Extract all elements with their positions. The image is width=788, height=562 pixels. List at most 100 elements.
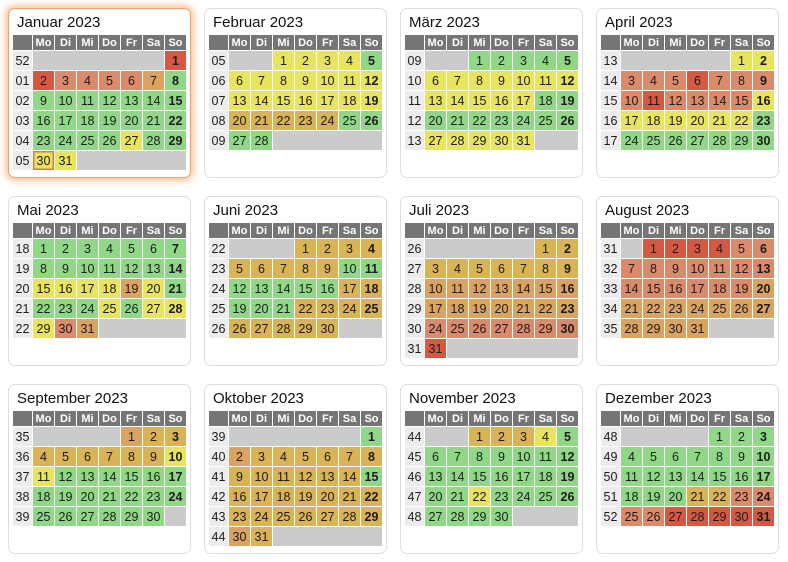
day-cell[interactable]: 10 (165, 447, 186, 466)
day-cell[interactable]: 8 (469, 447, 490, 466)
day-cell[interactable]: 7 (165, 239, 186, 258)
day-cell[interactable]: 29 (295, 319, 316, 338)
day-cell[interactable]: 19 (665, 111, 686, 130)
day-cell[interactable]: 26 (557, 111, 578, 130)
day-cell[interactable]: 15 (535, 279, 556, 298)
day-cell[interactable]: 7 (143, 71, 164, 90)
day-cell[interactable]: 12 (361, 71, 382, 90)
day-cell[interactable]: 6 (425, 447, 446, 466)
day-cell[interactable]: 6 (77, 447, 98, 466)
day-cell[interactable]: 19 (557, 467, 578, 486)
day-cell[interactable]: 21 (621, 299, 642, 318)
day-cell[interactable]: 25 (77, 131, 98, 150)
day-cell[interactable]: 22 (33, 299, 54, 318)
day-cell[interactable]: 27 (425, 131, 446, 150)
day-cell[interactable]: 23 (295, 111, 316, 130)
day-cell[interactable]: 14 (273, 279, 294, 298)
day-cell[interactable]: 3 (77, 239, 98, 258)
day-cell[interactable]: 20 (143, 279, 164, 298)
day-cell[interactable]: 6 (753, 239, 774, 258)
day-cell[interactable]: 8 (361, 447, 382, 466)
day-cell[interactable]: 3 (687, 239, 708, 258)
day-cell[interactable]: 9 (731, 447, 752, 466)
day-cell[interactable]: 28 (687, 507, 708, 526)
day-cell[interactable]: 2 (229, 447, 250, 466)
day-cell[interactable]: 15 (709, 467, 730, 486)
day-cell[interactable]: 23 (317, 299, 338, 318)
day-cell[interactable]: 23 (491, 111, 512, 130)
day-cell[interactable]: 23 (229, 507, 250, 526)
day-cell[interactable]: 26 (643, 507, 664, 526)
day-cell[interactable]: 13 (143, 259, 164, 278)
day-cell[interactable]: 8 (121, 447, 142, 466)
day-cell[interactable]: 23 (55, 299, 76, 318)
day-cell[interactable]: 17 (753, 467, 774, 486)
day-cell[interactable]: 22 (643, 299, 664, 318)
day-cell[interactable]: 8 (165, 71, 186, 90)
day-cell[interactable]: 11 (339, 71, 360, 90)
day-cell[interactable]: 31 (687, 319, 708, 338)
day-cell[interactable]: 25 (535, 111, 556, 130)
day-cell[interactable]: 6 (665, 447, 686, 466)
day-cell[interactable]: 9 (491, 447, 512, 466)
day-cell[interactable]: 29 (535, 319, 556, 338)
day-cell[interactable]: 28 (165, 299, 186, 318)
day-cell[interactable]: 22 (469, 487, 490, 506)
day-cell[interactable]: 10 (317, 71, 338, 90)
day-cell[interactable]: 30 (229, 527, 250, 546)
day-cell[interactable]: 24 (165, 487, 186, 506)
day-cell[interactable]: 2 (491, 427, 512, 446)
day-cell[interactable]: 29 (469, 131, 490, 150)
day-cell[interactable]: 14 (143, 91, 164, 110)
day-cell[interactable]: 2 (317, 239, 338, 258)
day-cell[interactable]: 31 (513, 131, 534, 150)
day-cell[interactable]: 29 (165, 131, 186, 150)
day-cell[interactable]: 21 (513, 299, 534, 318)
day-cell[interactable]: 28 (621, 319, 642, 338)
day-cell[interactable]: 10 (339, 259, 360, 278)
day-cell[interactable]: 25 (361, 299, 382, 318)
day-cell[interactable]: 1 (295, 239, 316, 258)
day-cell[interactable]: 6 (425, 71, 446, 90)
day-cell[interactable]: 18 (621, 487, 642, 506)
day-cell[interactable]: 20 (251, 299, 272, 318)
day-cell[interactable]: 20 (229, 111, 250, 130)
day-cell[interactable]: 1 (361, 427, 382, 446)
day-cell[interactable]: 10 (513, 447, 534, 466)
day-cell[interactable]: 11 (709, 259, 730, 278)
day-cell[interactable]: 26 (295, 507, 316, 526)
day-cell[interactable]: 22 (273, 111, 294, 130)
day-cell[interactable]: 4 (33, 447, 54, 466)
day-cell[interactable]: 5 (361, 51, 382, 70)
day-cell[interactable]: 5 (665, 71, 686, 90)
day-cell[interactable]: 27 (143, 299, 164, 318)
day-cell[interactable]: 30 (143, 507, 164, 526)
day-cell[interactable]: 15 (361, 467, 382, 486)
day-cell[interactable]: 21 (165, 279, 186, 298)
day-cell[interactable]: 27 (687, 131, 708, 150)
day-cell[interactable]: 25 (621, 507, 642, 526)
day-cell[interactable]: 11 (33, 467, 54, 486)
day-cell[interactable]: 16 (55, 279, 76, 298)
day-cell[interactable]: 17 (251, 487, 272, 506)
day-cell[interactable]: 21 (273, 299, 294, 318)
day-cell[interactable]: 29 (469, 507, 490, 526)
day-cell[interactable]: 19 (557, 91, 578, 110)
day-cell[interactable]: 14 (251, 91, 272, 110)
day-cell[interactable]: 12 (731, 259, 752, 278)
day-cell[interactable]: 18 (33, 487, 54, 506)
day-cell[interactable]: 12 (643, 467, 664, 486)
day-cell[interactable]: 4 (77, 71, 98, 90)
day-cell[interactable]: 14 (687, 467, 708, 486)
day-cell[interactable]: 30 (491, 507, 512, 526)
day-cell[interactable]: 29 (731, 131, 752, 150)
day-cell[interactable]: 27 (77, 507, 98, 526)
day-cell[interactable]: 8 (273, 71, 294, 90)
day-cell[interactable]: 22 (361, 487, 382, 506)
day-cell[interactable]: 27 (251, 319, 272, 338)
day-cell[interactable]: 28 (709, 131, 730, 150)
day-cell[interactable]: 20 (753, 279, 774, 298)
day-cell[interactable]: 10 (513, 71, 534, 90)
day-cell[interactable]: 10 (687, 259, 708, 278)
day-cell[interactable]: 19 (229, 299, 250, 318)
